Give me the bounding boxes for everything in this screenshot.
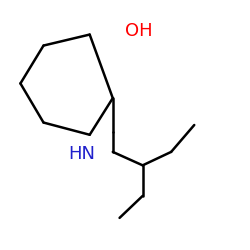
Text: HN: HN xyxy=(68,145,95,163)
Text: OH: OH xyxy=(125,22,152,40)
